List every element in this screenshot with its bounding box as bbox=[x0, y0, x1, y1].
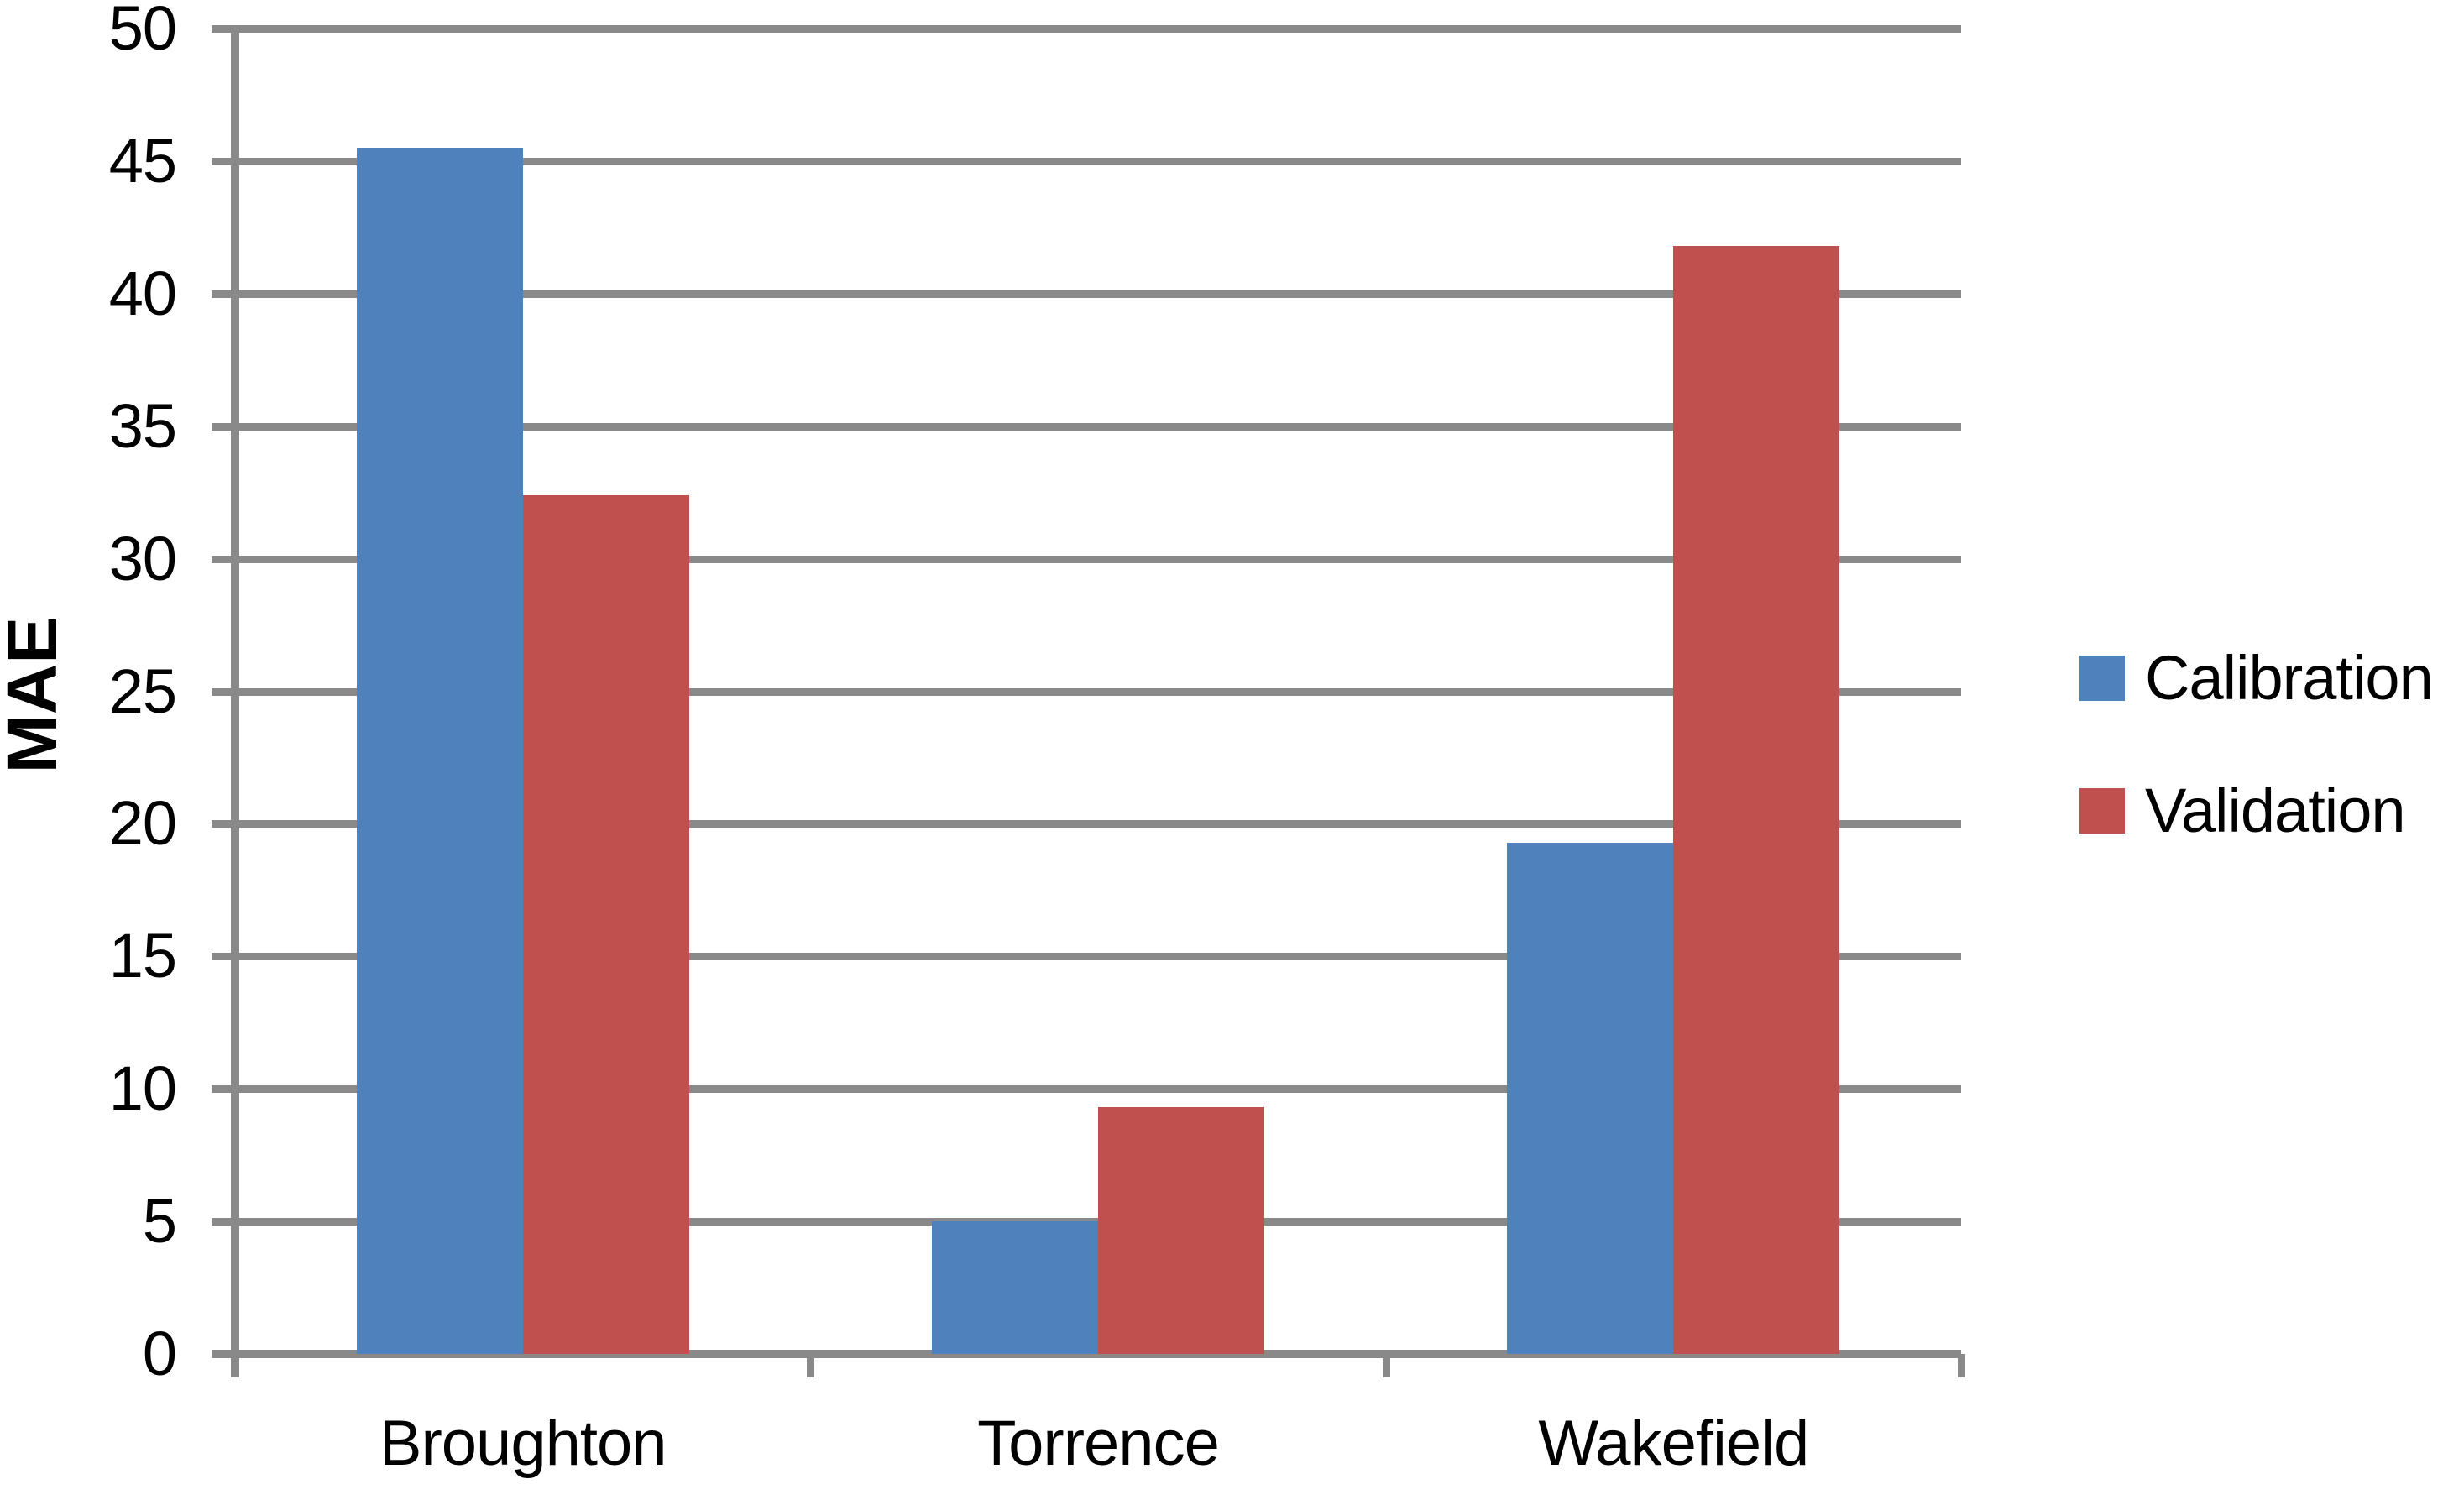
y-tick-20 bbox=[212, 820, 235, 828]
gridline-20 bbox=[235, 820, 1961, 828]
y-tick-label-15: 15 bbox=[108, 921, 177, 991]
bar-calibration-wakefield bbox=[1507, 842, 1674, 1354]
gridline-50 bbox=[235, 25, 1961, 33]
y-tick-15 bbox=[212, 953, 235, 961]
y-tick-label-30: 30 bbox=[108, 523, 177, 593]
bar-validation-wakefield bbox=[1673, 245, 1840, 1354]
y-axis-line bbox=[231, 25, 239, 1377]
y-tick-label-40: 40 bbox=[108, 258, 177, 328]
x-tick-0 bbox=[232, 1354, 239, 1377]
gridline-40 bbox=[235, 290, 1961, 298]
gridline-35 bbox=[235, 422, 1961, 431]
y-tick-0 bbox=[212, 1351, 235, 1358]
y-tick-45 bbox=[212, 157, 235, 165]
legend-label-validation: Validation bbox=[2145, 776, 2406, 845]
x-tick-3 bbox=[1958, 1354, 1965, 1377]
y-tick-label-45: 45 bbox=[108, 125, 177, 196]
calibration-swatch-icon bbox=[2079, 656, 2125, 701]
y-tick-label-5: 5 bbox=[142, 1186, 177, 1257]
y-tick-label-50: 50 bbox=[108, 0, 177, 63]
y-tick-label-35: 35 bbox=[108, 390, 177, 461]
x-category-label-torrence: Torrence bbox=[977, 1408, 1220, 1479]
y-tick-35 bbox=[212, 422, 235, 431]
legend-entry-calibration: Calibration bbox=[2079, 643, 2434, 713]
validation-swatch-icon bbox=[2079, 788, 2125, 834]
x-axis-line bbox=[212, 1350, 1961, 1358]
bar-calibration-broughton bbox=[356, 148, 523, 1354]
y-tick-30 bbox=[212, 555, 235, 563]
y-tick-10 bbox=[212, 1085, 235, 1094]
gridline-30 bbox=[235, 555, 1961, 563]
x-category-label-broughton: Broughton bbox=[379, 1408, 667, 1479]
bar-validation-broughton bbox=[522, 494, 689, 1354]
bar-validation-torrence bbox=[1098, 1107, 1264, 1354]
bar-calibration-torrence bbox=[932, 1221, 1098, 1354]
gridline-45 bbox=[235, 157, 1961, 165]
y-tick-label-25: 25 bbox=[108, 656, 177, 726]
y-tick-40 bbox=[212, 290, 235, 298]
y-tick-label-20: 20 bbox=[108, 788, 177, 859]
x-category-label-wakefield: Wakefield bbox=[1538, 1408, 1809, 1479]
gridline-15 bbox=[235, 953, 1961, 961]
gridline-25 bbox=[235, 687, 1961, 696]
y-tick-label-10: 10 bbox=[108, 1053, 177, 1124]
legend-label-calibration: Calibration bbox=[2145, 643, 2434, 713]
x-tick-1 bbox=[807, 1354, 815, 1377]
legend-entry-validation: Validation bbox=[2079, 776, 2406, 845]
y-tick-5 bbox=[212, 1218, 235, 1226]
y-tick-label-0: 0 bbox=[142, 1319, 177, 1388]
y-tick-25 bbox=[212, 687, 235, 696]
x-tick-2 bbox=[1382, 1354, 1390, 1377]
y-tick-50 bbox=[212, 25, 235, 33]
gridline-10 bbox=[235, 1085, 1961, 1094]
